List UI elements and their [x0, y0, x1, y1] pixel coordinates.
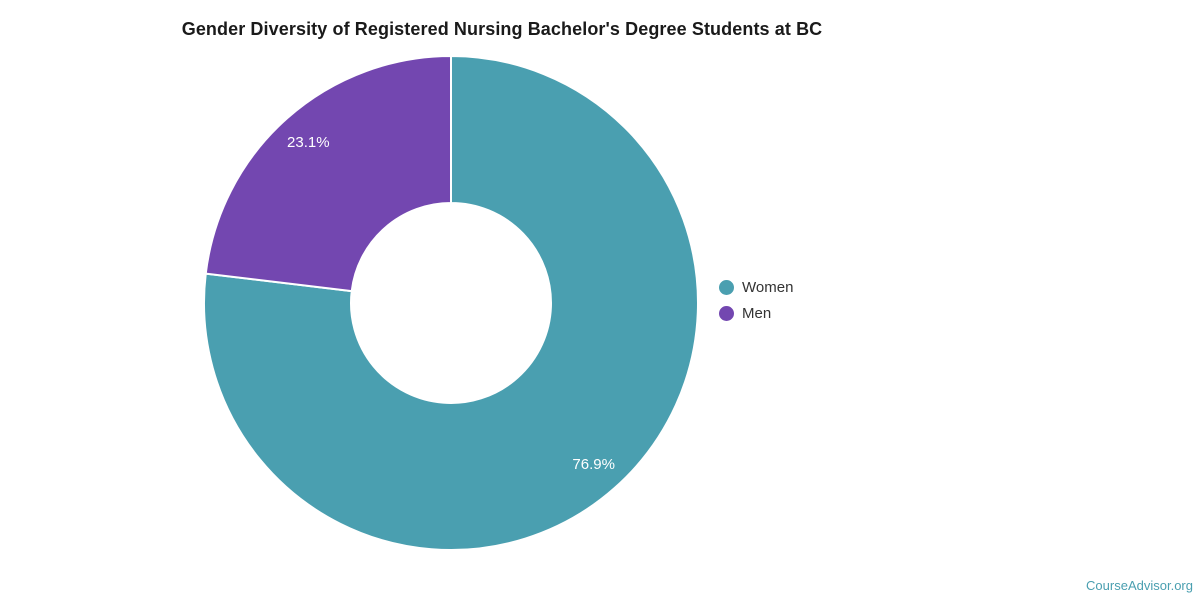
legend-label-women: Women: [742, 279, 794, 296]
legend-item-men[interactable]: Men: [719, 305, 793, 322]
legend-marker-men: [719, 306, 734, 321]
legend-label-men: Men: [742, 305, 772, 322]
chart-title: Gender Diversity of Registered Nursing B…: [181, 19, 823, 39]
legend: Women Men: [719, 279, 793, 331]
slice-label-men: 23.1%: [287, 134, 330, 151]
pie-slice-men[interactable]: [204, 54, 452, 293]
pie-slice-women[interactable]: [203, 54, 699, 551]
slice-label-women: 76.9%: [572, 456, 615, 473]
watermark-link[interactable]: CourseAdvisor.org: [1086, 578, 1193, 593]
legend-marker-women: [719, 280, 734, 295]
legend-item-women[interactable]: Women: [719, 279, 793, 296]
